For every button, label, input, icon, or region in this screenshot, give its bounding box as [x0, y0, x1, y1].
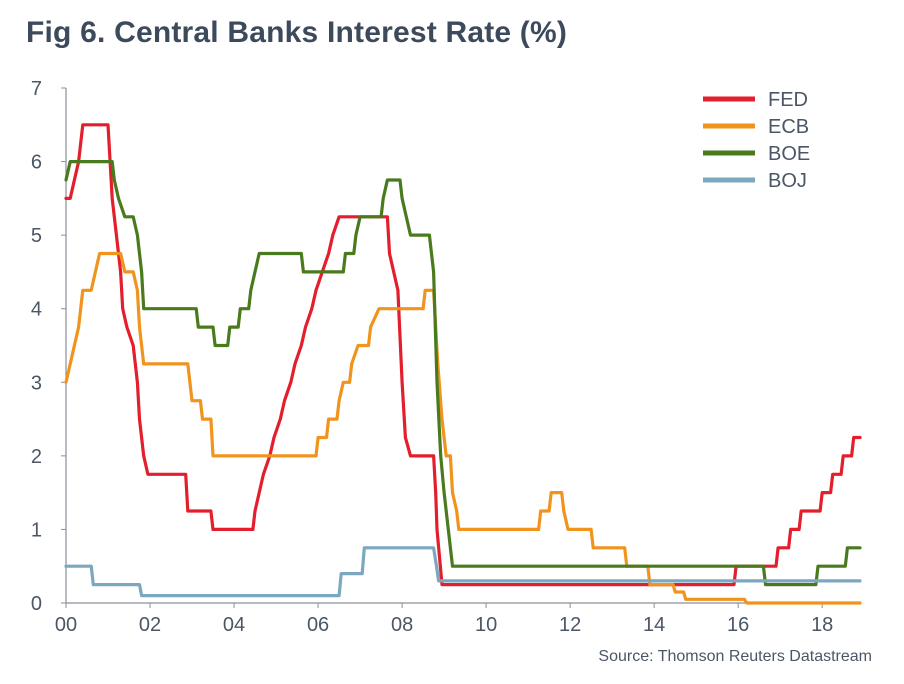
x-tick-label: 00 — [55, 614, 77, 636]
series-line-boj — [64, 546, 862, 598]
legend: FED ECB BOE BOJ — [703, 89, 810, 192]
x-tick-label: 14 — [643, 614, 665, 636]
x-tick-label: 06 — [307, 614, 329, 636]
legend-label-ecb: ECB — [768, 116, 809, 138]
y-tick-label: 1 — [31, 519, 42, 541]
x-tick-label: 08 — [391, 614, 413, 636]
chart-title: Fig 6. Central Banks Interest Rate (%) — [26, 16, 568, 49]
legend-label-boe: BOE — [768, 143, 810, 165]
x-tick-label: 18 — [811, 614, 833, 636]
series-line-ecb — [64, 251, 862, 605]
series-group — [64, 123, 862, 605]
y-tick-label: 7 — [31, 78, 42, 100]
y-tick-label: 4 — [31, 299, 42, 321]
y-tick-label: 5 — [31, 225, 42, 247]
x-tick-label: 04 — [223, 614, 245, 636]
source-note: Source: Thomson Reuters Datastream — [598, 648, 872, 665]
x-tick-label: 16 — [727, 614, 749, 636]
x-tick-label: 10 — [475, 614, 497, 636]
y-tick-label: 3 — [31, 372, 42, 394]
y-tick-label: 2 — [31, 446, 42, 468]
series-line-fed — [64, 123, 862, 587]
x-tick-label: 12 — [559, 614, 581, 636]
legend-label-fed: FED — [768, 89, 808, 111]
legend-label-boj: BOJ — [768, 170, 807, 192]
y-tick-label: 0 — [31, 593, 42, 615]
y-tick-label: 6 — [31, 152, 42, 174]
series-line-boe — [64, 160, 862, 587]
x-tick-label: 02 — [139, 614, 161, 636]
